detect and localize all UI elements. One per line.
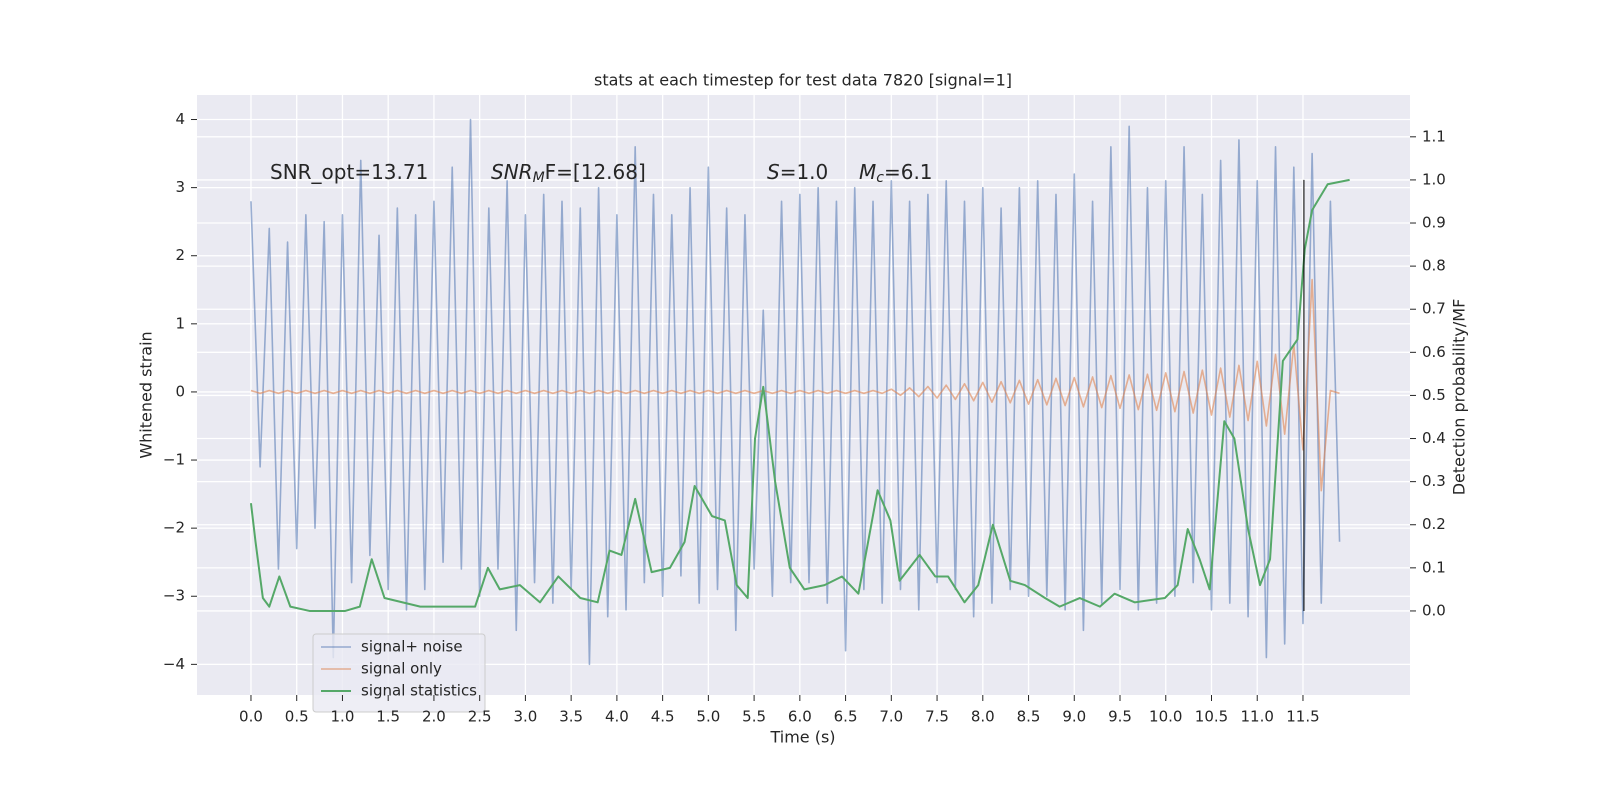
- x-tick-label: 2.5: [468, 708, 492, 726]
- y-tick-label: 4: [175, 110, 185, 128]
- y-tick-label: −4: [163, 655, 185, 673]
- x-axis-label: Time (s): [769, 728, 835, 747]
- series-line: [249, 178, 1350, 612]
- legend-label: signal only: [361, 660, 442, 678]
- y-tick-label: −3: [163, 587, 185, 605]
- marks: [249, 118, 1350, 666]
- annotation-part: M: [533, 170, 545, 186]
- annotations: SNR_opt=13.71 SNRMF=[12.68] S=1.0 Mc=6.1: [270, 160, 933, 187]
- x-tick-label: 8.0: [971, 708, 995, 726]
- annotation-part: S: [767, 160, 780, 184]
- y-tick-label: 0: [175, 382, 185, 400]
- annotation: Mc=6.1: [859, 160, 933, 187]
- annotation-part: F=[12.68]: [545, 160, 646, 184]
- x-tick-label: 10.0: [1149, 708, 1182, 726]
- x-tick-label: 11.5: [1286, 708, 1319, 726]
- annotation-part: SNR: [491, 160, 533, 184]
- x-tick-label: 4.0: [605, 708, 629, 726]
- annotation-part: SNR_opt=13.71: [270, 160, 428, 184]
- x-tick-label: 11.0: [1241, 708, 1274, 726]
- x-tick-label: 5.0: [696, 708, 720, 726]
- x-tick-label: 5.5: [742, 708, 766, 726]
- x-tick-label: 6.0: [788, 708, 812, 726]
- y-tick-label: −2: [163, 519, 185, 537]
- y2-tick-label: 0.0: [1422, 601, 1446, 619]
- annotation: S=1.0: [767, 160, 828, 184]
- annotation-part: c: [876, 170, 884, 186]
- legend-label: signal statistics: [361, 682, 477, 700]
- y2-tick-label: 0.5: [1422, 386, 1446, 404]
- annotation-part: =1.0: [780, 160, 829, 184]
- x-tick-label: 4.5: [651, 708, 675, 726]
- y2-tick-label: 1.0: [1422, 170, 1446, 188]
- series-line: [250, 278, 1340, 492]
- x-tick-label: 7.5: [925, 708, 949, 726]
- x-tick-label: 1.0: [331, 708, 355, 726]
- annotation: SNR_opt=13.71: [270, 160, 428, 184]
- legend: signal+ noise signal only signal statistic…: [312, 633, 486, 713]
- x-tick-label: 0.0: [239, 708, 263, 726]
- x-tick-label: 3.5: [559, 708, 583, 726]
- y2-tick-label: 0.2: [1422, 515, 1446, 533]
- y-tick-label: 2: [175, 246, 185, 264]
- x-tick-label: 0.5: [285, 708, 309, 726]
- annotation: SNRMF=[12.68]: [491, 160, 646, 187]
- y2-tick-label: 0.3: [1422, 472, 1446, 490]
- x-tick-label: 9.0: [1062, 708, 1086, 726]
- y2-tick-label: 1.1: [1422, 127, 1446, 145]
- y2-tick-label: 0.7: [1422, 300, 1446, 318]
- annotation-part: =6.1: [884, 160, 933, 184]
- legend-label: signal+ noise: [361, 638, 463, 656]
- legend-box: [312, 633, 486, 713]
- chart-title: stats at each timestep for test data 782…: [594, 71, 1012, 90]
- y2-tick-label: 0.4: [1422, 429, 1446, 447]
- y2-axis-label: Detection probability/MF: [1450, 299, 1469, 496]
- y2-tick-label: 0.1: [1422, 558, 1446, 576]
- y-tick-label: −1: [163, 451, 185, 469]
- y2-tick-label: 0.8: [1422, 257, 1446, 275]
- x-tick-label: 9.5: [1108, 708, 1132, 726]
- y2-tick-label: 0.9: [1422, 214, 1446, 232]
- y-axis-label: Whitened strain: [137, 331, 156, 458]
- y2-tick-label: 0.6: [1422, 343, 1446, 361]
- y-tick-label: 1: [175, 314, 185, 332]
- x-tick-label: 6.5: [834, 708, 858, 726]
- x-tick-label: 10.5: [1195, 708, 1228, 726]
- x-tick-label: 7.0: [879, 708, 903, 726]
- x-tick-label: 8.5: [1017, 708, 1041, 726]
- x-tick-label: 2.0: [422, 708, 446, 726]
- y-tick-label: 3: [175, 178, 185, 196]
- series-line: [250, 118, 1341, 666]
- annotation-part: M: [859, 160, 876, 184]
- x-tick-label: 1.5: [376, 708, 400, 726]
- x-tick-label: 3.0: [513, 708, 537, 726]
